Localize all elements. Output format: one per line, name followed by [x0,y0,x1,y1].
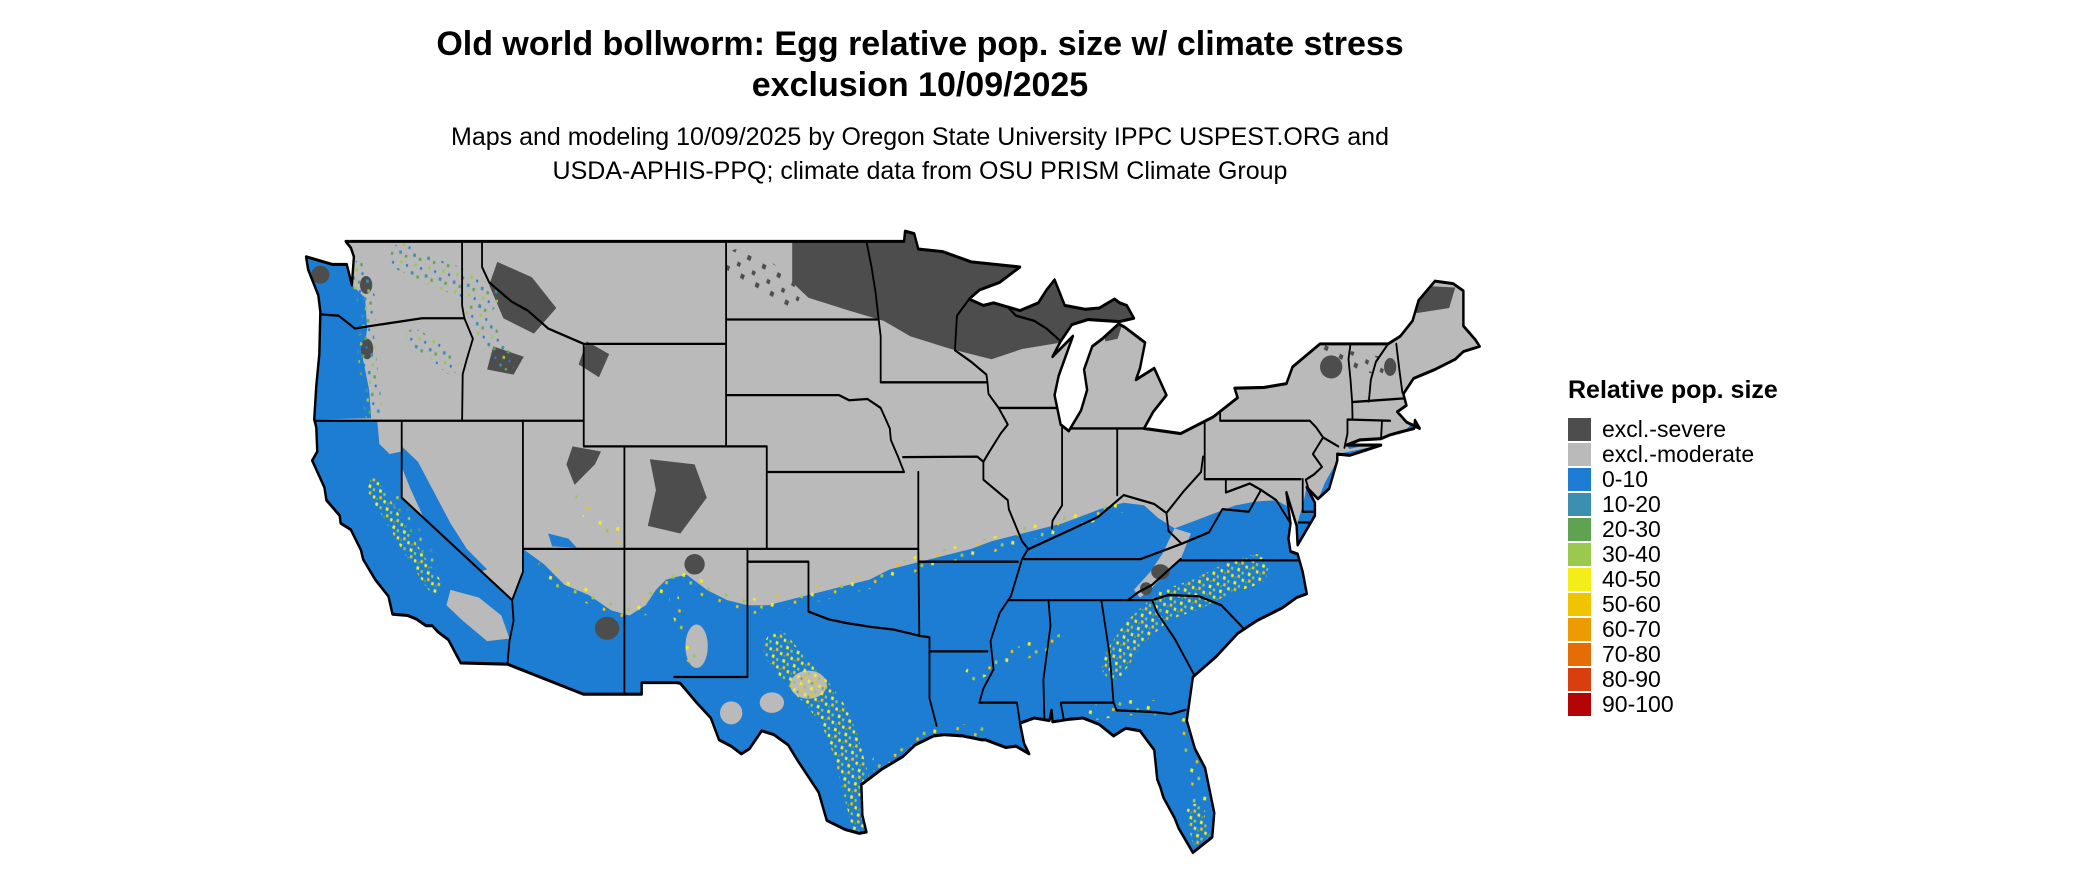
legend-item: 40-50 [1568,567,1868,592]
legend-item: 0-10 [1568,467,1868,492]
legend-swatch [1568,518,1591,541]
map-title-line2: exclusion 10/09/2025 [751,66,1089,104]
legend-item-label: 40-50 [1602,566,1661,592]
legend-item-label: excl.-moderate [1602,441,1755,467]
legend-item: excl.-severe [1568,417,1868,442]
legend-swatch [1568,668,1591,691]
legend-swatch [1568,618,1591,641]
legend-swatch [1568,443,1591,466]
legend-swatch [1568,568,1591,591]
legend-item-label: 50-60 [1602,591,1661,617]
legend-item: 70-80 [1568,642,1868,667]
legend-item-label: excl.-severe [1602,416,1726,442]
legend-item: excl.-moderate [1568,442,1868,467]
legend-item: 80-90 [1568,667,1868,692]
state-boundaries [313,240,1405,727]
legend-item-label: 30-40 [1602,541,1661,567]
legend-swatch [1568,643,1591,666]
region-transition-speckles [349,242,1396,850]
map-header: Old world bollworm: Egg relative pop. si… [130,24,1710,188]
legend-items: excl.-severe excl.-moderate 0-10 10-20 20-30… [1568,417,1868,717]
legend-swatch [1568,593,1591,616]
legend-item-label: 70-80 [1602,641,1661,667]
legend-item: 30-40 [1568,542,1868,567]
legend-swatch [1568,418,1591,441]
legend-item-label: 20-30 [1602,516,1661,542]
legend-swatch [1568,493,1591,516]
legend-swatch [1568,543,1591,566]
map-data-layers [306,231,1480,853]
map-subtitle-line1: Maps and modeling 10/09/2025 by Oregon S… [451,123,1389,151]
legend-item: 50-60 [1568,592,1868,617]
legend: Relative pop. size excl.-severe excl.-mod… [1568,376,1868,717]
us-outline [304,229,1481,855]
legend-item-label: 0-10 [1602,466,1649,492]
legend-item-label: 10-20 [1602,491,1661,517]
legend-item: 20-30 [1568,517,1868,542]
legend-item: 90-100 [1568,692,1868,717]
legend-item-label: 80-90 [1602,666,1661,692]
legend-item: 10-20 [1568,492,1868,517]
legend-item: 60-70 [1568,617,1868,642]
legend-title: Relative pop. size [1568,376,1778,404]
map-subtitle: Maps and modeling 10/09/2025 by Oregon S… [130,120,1710,188]
map-title: Old world bollworm: Egg relative pop. si… [130,24,1710,106]
us-map [304,229,1481,855]
map-title-line1: Old world bollworm: Egg relative pop. si… [436,25,1404,63]
legend-swatch [1568,693,1591,716]
legend-swatch [1568,468,1591,491]
legend-item-label: 60-70 [1602,616,1661,642]
legend-item-label: 90-100 [1602,691,1674,717]
map-subtitle-line2: USDA-APHIS-PPQ; climate data from OSU PR… [552,157,1288,185]
